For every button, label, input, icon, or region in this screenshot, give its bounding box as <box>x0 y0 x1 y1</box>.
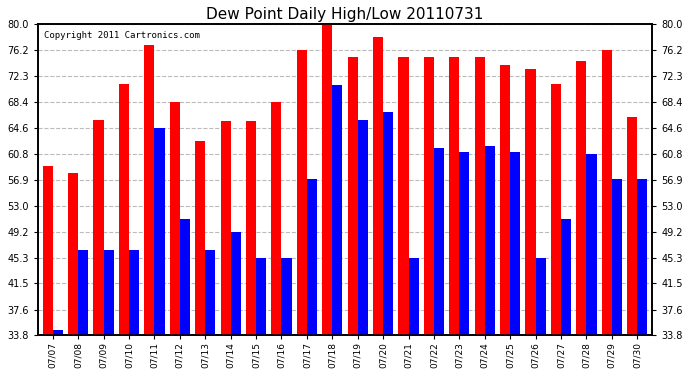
Bar <box>398 57 408 335</box>
Bar <box>180 219 190 335</box>
Bar <box>246 121 256 335</box>
Bar <box>561 219 571 335</box>
Bar <box>576 62 586 335</box>
Bar <box>297 50 307 335</box>
Bar <box>627 117 637 335</box>
Bar <box>78 251 88 335</box>
Bar <box>144 45 155 335</box>
Bar <box>221 121 230 335</box>
Bar <box>256 258 266 335</box>
Bar <box>170 102 180 335</box>
Bar <box>586 154 597 335</box>
Bar <box>155 128 165 335</box>
Bar <box>129 251 139 335</box>
Bar <box>500 65 510 335</box>
Bar <box>551 84 561 335</box>
Bar <box>449 57 460 335</box>
Bar <box>510 152 520 335</box>
Bar <box>535 258 546 335</box>
Bar <box>205 251 215 335</box>
Bar <box>602 50 612 335</box>
Bar <box>119 84 129 335</box>
Bar <box>383 112 393 335</box>
Bar <box>525 69 535 335</box>
Bar <box>357 120 368 335</box>
Bar <box>612 179 622 335</box>
Bar <box>485 146 495 335</box>
Bar <box>424 57 434 335</box>
Bar <box>333 85 342 335</box>
Title: Dew Point Daily High/Low 20110731: Dew Point Daily High/Low 20110731 <box>206 7 484 22</box>
Bar <box>230 232 241 335</box>
Bar <box>271 102 282 335</box>
Bar <box>475 57 485 335</box>
Bar <box>93 120 104 335</box>
Bar <box>53 330 63 335</box>
Bar <box>307 179 317 335</box>
Bar <box>408 258 419 335</box>
Bar <box>434 147 444 335</box>
Bar <box>322 24 333 335</box>
Bar <box>637 179 647 335</box>
Bar <box>104 251 114 335</box>
Bar <box>282 258 292 335</box>
Bar <box>43 166 53 335</box>
Bar <box>68 173 78 335</box>
Bar <box>373 37 383 335</box>
Bar <box>460 152 469 335</box>
Bar <box>348 57 357 335</box>
Text: Copyright 2011 Cartronics.com: Copyright 2011 Cartronics.com <box>43 31 199 40</box>
Bar <box>195 141 205 335</box>
